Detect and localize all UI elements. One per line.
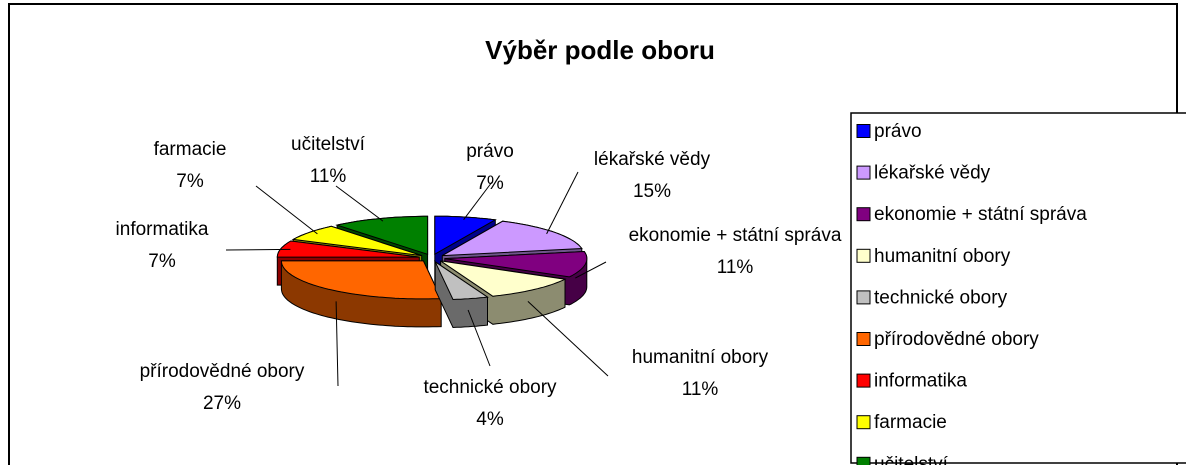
data-label-name: technické obory: [423, 377, 557, 398]
data-label-value: 11%: [681, 379, 719, 400]
legend-swatch: [856, 124, 871, 138]
data-label: informatika 7%: [87, 214, 237, 278]
legend-label: přírodovědné obory: [874, 329, 1039, 350]
leader-line: [335, 301, 339, 387]
data-label-value: 11%: [716, 257, 754, 278]
legend-label: lékařské vědy: [874, 163, 991, 184]
leader-line: [575, 261, 607, 279]
legend-label: ekonomie + státní správa: [874, 204, 1087, 225]
data-label-value: 7%: [476, 173, 504, 194]
data-label-value: 11%: [309, 166, 347, 187]
legend-swatch: [856, 207, 871, 222]
leader-line: [463, 181, 493, 221]
leader-line: [467, 309, 491, 367]
data-label-name: právo: [466, 141, 514, 162]
slice-top: [280, 260, 442, 300]
legend-swatch: [856, 373, 871, 388]
data-label-value: 4%: [476, 409, 504, 430]
data-label-value: 15%: [632, 181, 672, 202]
data-label-name: humanitní obory: [631, 347, 769, 368]
legend-swatch: [856, 165, 871, 180]
legend-label: farmacie: [874, 412, 947, 433]
data-label: humanitní obory 11%: [590, 342, 810, 406]
leader-line: [527, 301, 609, 377]
data-label-value: 7%: [176, 171, 204, 192]
legend-label: právo: [874, 121, 922, 142]
data-label: právo 7%: [420, 136, 560, 200]
data-label-name: informatika: [115, 219, 209, 240]
data-label: přírodovědné obory 27%: [102, 356, 342, 420]
legend-label: humanitní obory: [874, 246, 1011, 267]
leader-line: [225, 248, 291, 251]
pie-slice: [280, 260, 442, 328]
data-label-name: lékařské vědy: [593, 149, 711, 170]
slice-top: [440, 260, 567, 297]
data-label: technické obory 4%: [390, 372, 590, 436]
slice-top: [433, 260, 489, 301]
data-label: farmacie 7%: [130, 134, 250, 198]
data-label-name: učitelství: [291, 134, 365, 155]
legend-swatch: [856, 415, 871, 430]
legend-label: informatika: [874, 371, 967, 392]
legend-swatch: [856, 332, 871, 346]
legend-label: technické obory: [874, 287, 1008, 308]
slice-top: [291, 225, 422, 257]
slice-top: [276, 240, 420, 258]
slice-top: [442, 220, 583, 257]
chart-title: Výběr podle oboru: [485, 35, 715, 65]
leader-line: [255, 185, 318, 235]
data-label-name: ekonomie + státní správa: [628, 225, 842, 246]
data-label: ekonomie + státní správa 11%: [620, 220, 850, 284]
slice-top: [444, 250, 588, 278]
data-label: učitelství 11%: [268, 129, 388, 193]
leader-line: [335, 185, 384, 222]
data-label-value: 27%: [202, 393, 242, 414]
data-label-name: farmacie: [153, 139, 227, 160]
data-label-name: přírodovědné obory: [139, 361, 305, 382]
data-label-value: 7%: [148, 251, 176, 272]
legend-swatch: [856, 248, 871, 263]
data-label: lékařské vědy 15%: [562, 144, 742, 208]
leader-line: [546, 171, 579, 235]
legend-swatch: [856, 456, 871, 465]
legend-swatch: [856, 290, 871, 305]
legend-box: [850, 112, 1186, 464]
pie-slice: [433, 260, 489, 329]
legend-label: učitelství: [874, 454, 949, 465]
